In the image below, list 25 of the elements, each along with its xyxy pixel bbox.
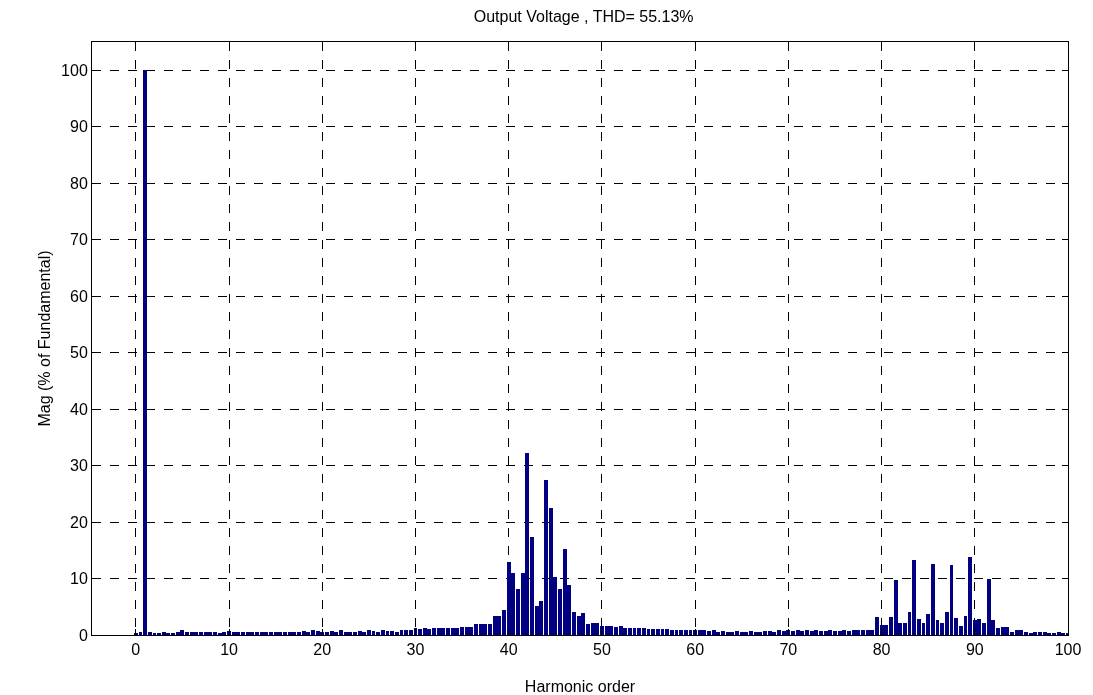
- x-tick-label: 0: [131, 641, 141, 659]
- y-tick-label: 50: [70, 344, 88, 362]
- y-tick-label: 70: [70, 231, 88, 249]
- y-tick-label: 30: [70, 457, 88, 475]
- x-tick-label: 60: [686, 641, 705, 659]
- x-tick-label: 50: [593, 641, 611, 659]
- y-tick-label: 0: [78, 626, 88, 644]
- y-tick-label: 40: [70, 400, 88, 418]
- x-tick-label: 30: [406, 641, 425, 659]
- x-axis-title: Harmonic order: [524, 678, 636, 695]
- x-tick-label: 100: [1054, 641, 1082, 659]
- chart-title: Output Voltage , THD= 55.13%: [473, 7, 694, 25]
- x-tick-label: 10: [220, 641, 239, 659]
- x-tick-label: 70: [779, 641, 798, 659]
- x-tick-label: 40: [499, 641, 518, 659]
- y-tick-label: 10: [70, 570, 88, 588]
- y-axis-title: Mag (% of Fundamental): [36, 250, 53, 427]
- x-tick-label: 20: [313, 641, 332, 659]
- y-tick-label: 60: [70, 287, 88, 305]
- y-tick-label: 100: [61, 61, 88, 79]
- x-tick-label: 90: [965, 641, 984, 659]
- x-tick-label: 80: [872, 641, 891, 659]
- y-tick-label: 90: [70, 118, 88, 136]
- y-tick-label: 80: [70, 174, 88, 192]
- y-tick-label: 20: [70, 513, 88, 531]
